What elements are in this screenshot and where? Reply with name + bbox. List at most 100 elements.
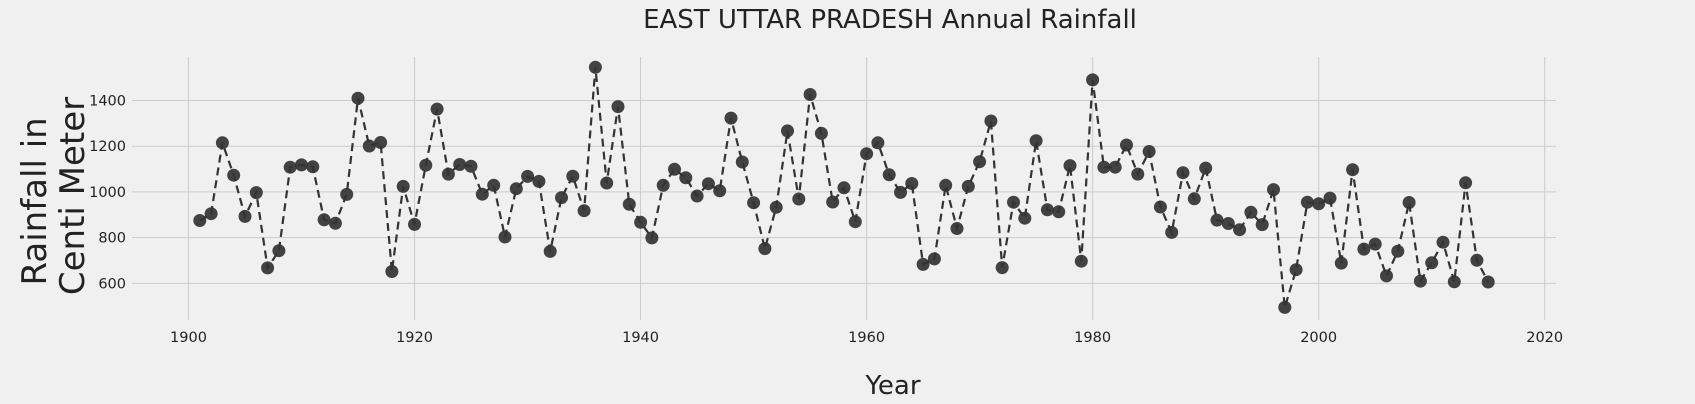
x-tick-label: 2000 [1300,330,1337,346]
chart-title: EAST UTTAR PRADESH Annual Rainfall [643,5,1137,35]
data-point [385,265,399,278]
data-point [1165,225,1179,239]
x-tick-label: 1900 [170,330,207,346]
y-axis-label: Rainfall in Centi Meter [15,97,93,295]
data-point [1391,244,1405,258]
data-point [1300,195,1314,209]
data-point [1052,205,1066,219]
y-axis-label-line-2: Centi Meter [53,97,93,295]
y-tick-label: 800 [98,231,126,247]
data-point [781,124,794,138]
data-point [905,177,919,190]
data-point [566,169,580,183]
data-point [1018,211,1032,225]
data-point [747,196,761,210]
data-point [328,216,342,230]
data-point [894,185,907,199]
data-point [927,252,941,266]
data-point [701,177,715,191]
data-point [1097,160,1111,174]
data-point [645,231,659,245]
data-point [1063,159,1077,173]
data-point [374,136,388,149]
data-point [1289,263,1303,277]
data-point [1187,192,1201,206]
data-point [555,191,568,205]
data-point [340,187,354,201]
data-point [362,139,376,153]
y-tick-label: 1400 [89,93,126,109]
data-point [1447,275,1461,289]
data-point [1380,269,1393,283]
data-point [1402,196,1416,209]
data-point [735,155,749,169]
data-point [860,147,874,161]
data-point [1108,160,1122,174]
data-point [272,244,286,258]
data-point [973,155,987,169]
x-tick-label: 1980 [1074,330,1111,346]
data-point [984,114,998,128]
data-point [419,158,433,172]
data-point [283,160,297,174]
data-point [1368,237,1382,251]
data-point [668,162,681,176]
data-point [724,111,738,125]
data-point [453,158,467,171]
data-point [1074,254,1088,268]
data-point [238,209,252,223]
data-point [1120,138,1133,152]
data-point [1040,203,1054,217]
data-point [509,182,523,196]
data-point [351,91,365,105]
data-point [634,215,648,229]
data-point [204,207,218,221]
data-point [295,158,308,172]
x-tick-label: 1940 [622,330,659,346]
data-point [769,200,783,214]
data-point [1357,242,1371,256]
data-point [792,192,806,206]
y-axis-label-line-1: Rainfall in [15,117,55,285]
data-point [1267,183,1280,197]
data-point [464,159,478,173]
data-point [1334,256,1348,270]
data-point [656,178,670,192]
data-point [939,178,953,192]
x-tick-label: 1920 [396,330,433,346]
data-point [803,88,817,101]
data-point [261,261,275,275]
data-point [916,257,930,271]
x-tick-label: 1960 [848,330,885,346]
data-point [1176,166,1190,180]
data-point [532,174,546,188]
data-point [521,169,535,183]
data-point [249,186,263,200]
data-point [577,204,591,218]
data-point [1346,163,1360,177]
data-point [1481,275,1495,289]
x-tick-labels: 1900 1920 1940 1960 1980 2000 2020 [170,330,1563,346]
data-point [1086,73,1100,87]
data-point [611,100,625,114]
data-point [837,181,851,195]
y-tick-labels: 600 800 1000 1200 1400 [89,93,126,292]
data-point [950,222,964,235]
data-point [1007,195,1020,209]
data-point [1425,256,1439,270]
data-point [600,176,614,190]
data-point [1470,253,1484,267]
data-point [1131,167,1145,181]
data-point [1233,223,1247,237]
data-point [690,189,704,203]
data-point [1413,274,1427,288]
data-point [1199,161,1213,175]
data-point [679,171,693,185]
data-point [306,160,320,174]
data-point [588,60,602,74]
rainfall-data-points [193,60,1495,314]
data-point [1029,134,1043,148]
x-tick-label: 2020 [1526,330,1563,346]
data-point [227,168,241,182]
